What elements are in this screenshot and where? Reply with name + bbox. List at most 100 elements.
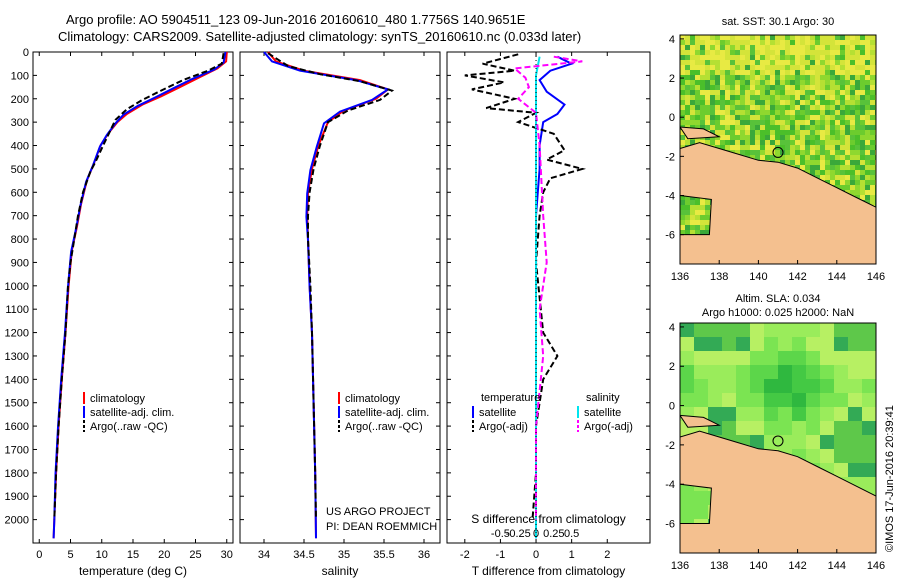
sst-map-ocean-cell <box>755 40 760 45</box>
sst-map-ocean-cell <box>865 175 870 180</box>
sst-map-ocean-cell <box>810 35 815 40</box>
sst-map-ocean-cell <box>690 220 695 225</box>
sla-map-ocean-cell <box>708 323 722 337</box>
sst-map-ocean-cell <box>825 170 830 175</box>
sst-map-ocean-cell <box>735 65 740 70</box>
sst-map-ocean-cell <box>870 150 875 155</box>
sst-map-ocean-cell <box>820 100 825 105</box>
sst-map-ocean-cell <box>835 110 840 115</box>
sst-map-ocean-cell <box>865 80 870 85</box>
sla-map-ocean-cell <box>862 435 876 449</box>
sst-map-ocean-cell <box>705 120 710 125</box>
depth-tick-label: 2000 <box>5 515 29 527</box>
sst-map-ocean-cell <box>810 140 815 145</box>
sst-map-ocean-cell <box>785 40 790 45</box>
sla-map-ocean-cell <box>806 421 820 435</box>
sst-map-ocean-cell <box>710 140 715 145</box>
sst-map-ocean-cell <box>730 120 735 125</box>
sst-map-ocean-cell <box>850 155 855 160</box>
sla-map-ocean-cell <box>708 351 722 365</box>
sst-map-ocean-cell <box>785 90 790 95</box>
sst-map-ocean-cell <box>750 35 755 40</box>
depth-tick-label: 1400 <box>5 374 29 386</box>
temp-xtick-label: 20 <box>158 549 170 561</box>
sst-map-ocean-cell <box>840 165 845 170</box>
legend-argo-label: Argo(..raw -QC) <box>90 421 168 433</box>
sst-map-ocean-cell <box>700 225 705 230</box>
sst-map-ocean-cell <box>860 90 865 95</box>
sst-map-ocean-cell <box>850 150 855 155</box>
sst-map-ocean-cell <box>725 95 730 100</box>
sst-map-ocean-cell <box>765 120 770 125</box>
sst-map-ocean-cell <box>735 115 740 120</box>
sst-map-ocean-cell <box>820 135 825 140</box>
sst-map-ocean-cell <box>845 80 850 85</box>
sst-map-ocean-cell <box>810 75 815 80</box>
sst-map-ocean-cell <box>860 50 865 55</box>
sla-map-ocean-cell <box>848 407 862 421</box>
sst-map-ocean-cell <box>815 115 820 120</box>
sst-map-ocean-cell <box>705 55 710 60</box>
sst-map-ocean-cell <box>860 95 865 100</box>
diff-top-tick-label: -0.5 <box>491 528 510 540</box>
sst-map-ocean-cell <box>865 155 870 160</box>
sst-map-ocean-cell <box>870 175 875 180</box>
sst-map-ocean-cell <box>705 200 710 205</box>
sst-map-ocean-cell <box>790 105 795 110</box>
sla-map-ocean-cell <box>862 365 876 379</box>
sal-xtick-label: 34 <box>258 549 270 561</box>
sla-map-xtick-label: 140 <box>749 560 767 572</box>
sla-map-ytick-label: 2 <box>669 361 675 373</box>
sst-map-ocean-cell <box>685 230 690 235</box>
sst-map-ocean-cell <box>860 160 865 165</box>
sst-map-ocean-cell <box>720 145 725 150</box>
sst-map-ocean-cell <box>780 80 785 85</box>
diff-series-line-1 <box>464 53 587 520</box>
sst-map-ocean-cell <box>695 205 700 210</box>
sst-map-ocean-cell <box>800 75 805 80</box>
sst-map-ocean-cell <box>815 40 820 45</box>
sst-map-ocean-cell <box>830 100 835 105</box>
sst-map-ocean-cell <box>860 70 865 75</box>
sst-map-ocean-cell <box>755 50 760 55</box>
sst-map-ocean-cell <box>870 105 875 110</box>
sla-map-ocean-cell <box>694 393 708 407</box>
sla-map-ocean-cell <box>764 421 778 435</box>
sst-map-ocean-cell <box>715 130 720 135</box>
sst-map-ocean-cell <box>855 55 860 60</box>
sst-map-ocean-cell <box>845 100 850 105</box>
sst-map-ocean-cell <box>805 150 810 155</box>
sst-map-ocean-cell <box>695 95 700 100</box>
sst-map-ocean-cell <box>815 90 820 95</box>
sst-map-ocean-cell <box>680 215 685 220</box>
sst-map-ocean-cell <box>835 170 840 175</box>
sst-map-ocean-cell <box>855 160 860 165</box>
sst-map-ocean-cell <box>820 110 825 115</box>
sst-map-ocean-cell <box>740 40 745 45</box>
sst-map-ocean-cell <box>830 140 835 145</box>
sst-map-ocean-cell <box>810 120 815 125</box>
sst-map-ocean-cell <box>810 55 815 60</box>
sst-map-ocean-cell <box>755 105 760 110</box>
sla-map-ocean-cell <box>764 435 778 449</box>
sst-map-ocean-cell <box>750 90 755 95</box>
sst-map-ocean-cell <box>820 90 825 95</box>
sst-map-ocean-cell <box>750 70 755 75</box>
sst-map-ocean-cell <box>780 160 785 165</box>
sst-map-ocean-cell <box>765 45 770 50</box>
sst-map-ocean-cell <box>825 100 830 105</box>
sst-map-ocean-cell <box>770 35 775 40</box>
sst-map-ocean-cell <box>715 50 720 55</box>
sla-map-ocean-cell <box>820 365 834 379</box>
sst-map-ocean-cell <box>760 70 765 75</box>
depth-tick-label: 1800 <box>5 468 29 480</box>
sst-map-ocean-cell <box>850 120 855 125</box>
sst-map-ocean-cell <box>795 80 800 85</box>
sst-map-ytick-label: -4 <box>665 190 675 202</box>
sst-map-ocean-cell <box>825 55 830 60</box>
sst-map-ocean-cell <box>800 95 805 100</box>
sst-map-ocean-cell <box>870 160 875 165</box>
sst-map-ocean-cell <box>725 115 730 120</box>
sst-map-ocean-cell <box>815 70 820 75</box>
sst-map-ocean-cell <box>750 55 755 60</box>
